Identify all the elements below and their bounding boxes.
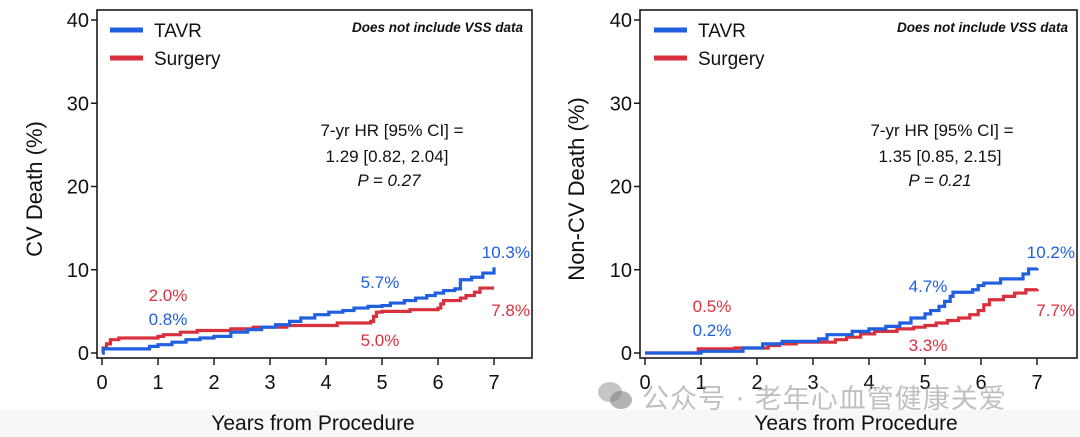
hr-line-2: 1.35 [0.85, 2.15]: [879, 147, 1002, 166]
data-label-tavr-7yr: 10.2%: [1027, 243, 1075, 262]
data-label-tavr-1yr: 0.2%: [693, 321, 732, 340]
legend-label-surgery: Surgery: [154, 49, 221, 70]
cv-death-panel: 0 10 20 30 40 0 1 2 3 4 5 6 7 CV Death (%) Years fr…: [22, 9, 533, 435]
hr-line-1: 7-yr HR [95% CI] =: [320, 121, 463, 140]
data-label-surgery-5yr: 5.0%: [361, 331, 400, 350]
vss-note: Does not include VSS data: [352, 20, 524, 35]
curves: [645, 267, 1039, 355]
data-label-surgery-7yr: 7.8%: [491, 301, 530, 320]
plot-frame: [96, 9, 533, 359]
km-curve-surgery: [101, 286, 494, 355]
data-label-tavr-5yr: 5.7%: [361, 273, 400, 292]
x-tick-label: 5: [376, 372, 387, 394]
data-label-tavr-1yr: 0.8%: [149, 310, 188, 329]
p-value: P = 0.27: [357, 171, 421, 190]
vss-note: Does not include VSS data: [897, 20, 1069, 35]
x-axis: 0 1 2 3 4 5 6 7: [639, 358, 1043, 394]
legend-label-tavr: TAVR: [154, 21, 202, 42]
curves: [101, 267, 496, 355]
x-axis-label: Years from Procedure: [211, 412, 415, 435]
y-tick-label: 0: [78, 343, 89, 365]
x-tick-label: 1: [152, 372, 163, 394]
km-curve-tavr: [645, 267, 1039, 355]
y-tick-label: 40: [610, 10, 632, 32]
x-tick-label: 2: [208, 372, 219, 394]
x-tick-label: 2: [751, 372, 762, 394]
x-tick-label: 6: [432, 372, 443, 394]
x-axis-label: Years from Procedure: [754, 412, 958, 435]
km-curve-tavr: [101, 267, 496, 355]
y-tick-label: 30: [67, 93, 89, 115]
x-tick-label: 4: [863, 372, 874, 394]
y-tick-label: 10: [610, 260, 632, 282]
bottom-background-band: [0, 410, 1080, 437]
y-axis-label: Non-CV Death (%): [564, 97, 589, 280]
hr-line-2: 1.29 [0.82, 2.04]: [326, 147, 449, 166]
x-tick-label: 3: [807, 372, 818, 394]
x-tick-label: 4: [320, 372, 331, 394]
legend-label-tavr: TAVR: [698, 21, 746, 42]
data-label-tavr-5yr: 4.7%: [909, 277, 948, 296]
x-tick-label: 7: [1031, 372, 1042, 394]
x-tick-label: 6: [975, 372, 986, 394]
data-label-surgery-1yr: 0.5%: [693, 297, 732, 316]
plot-frame: [639, 9, 1078, 359]
y-tick-label: 20: [67, 177, 89, 199]
x-tick-label: 0: [639, 372, 650, 394]
y-axis-label: CV Death (%): [22, 121, 47, 257]
y-tick-label: 40: [67, 10, 89, 32]
hr-line-1: 7-yr HR [95% CI] =: [870, 121, 1013, 140]
x-tick-label: 7: [488, 372, 499, 394]
p-value: P = 0.21: [908, 171, 971, 190]
data-label-surgery-1yr: 2.0%: [149, 286, 188, 305]
data-label-surgery-5yr: 3.3%: [909, 336, 948, 355]
legend-label-surgery: Surgery: [698, 49, 765, 70]
y-tick-label: 30: [610, 93, 632, 115]
y-axis: 0 10 20 30 40: [67, 10, 97, 365]
x-tick-label: 0: [96, 372, 107, 394]
x-tick-label: 5: [919, 372, 930, 394]
x-tick-label: 1: [695, 372, 706, 394]
non-cv-death-panel: 0 10 20 30 40 0 1 2 3 4 5 6 7 Non-CV Death (%) Year…: [564, 9, 1078, 435]
y-axis: 0 10 20 30 40: [610, 10, 640, 365]
y-tick-label: 0: [621, 343, 632, 365]
data-label-surgery-7yr: 7.7%: [1036, 301, 1075, 320]
y-tick-label: 20: [610, 177, 632, 199]
data-label-tavr-7yr: 10.3%: [482, 243, 530, 262]
x-tick-label: 3: [264, 372, 275, 394]
y-tick-label: 10: [67, 260, 89, 282]
x-axis: 0 1 2 3 4 5 6 7: [96, 358, 500, 394]
